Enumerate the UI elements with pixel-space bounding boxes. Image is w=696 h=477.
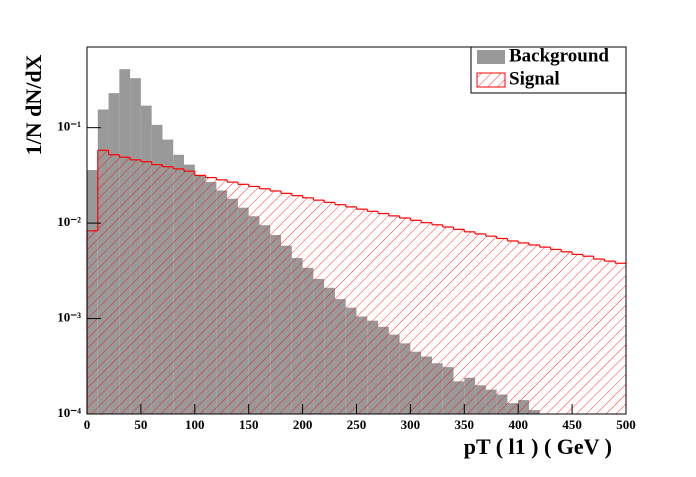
- bar: [270, 190, 282, 414]
- bar: [248, 186, 260, 414]
- bar: [281, 193, 292, 414]
- bar: [485, 236, 497, 414]
- bar: [205, 177, 217, 414]
- x-tick-label: 150: [239, 417, 259, 432]
- legend-label: Signal: [509, 68, 560, 89]
- bar: [140, 161, 152, 414]
- y-tick-label: 10⁻²: [57, 214, 81, 229]
- bar: [442, 227, 454, 414]
- y-tick-label: 10⁻¹: [57, 119, 81, 134]
- x-tick-label: 300: [401, 417, 421, 432]
- bar: [388, 215, 400, 414]
- bar: [237, 184, 249, 414]
- bar: [539, 247, 551, 414]
- bar: [227, 182, 238, 414]
- y-tick-label: 10⁻⁴: [57, 405, 81, 420]
- bar: [173, 168, 185, 414]
- x-tick-label: 200: [293, 417, 313, 432]
- bar: [582, 256, 594, 414]
- bar: [259, 188, 271, 414]
- bar: [194, 175, 206, 414]
- bar: [291, 195, 303, 414]
- bar: [162, 166, 174, 414]
- bar: [507, 240, 519, 414]
- legend-swatch: [476, 72, 506, 88]
- bar: [378, 213, 389, 414]
- x-tick-label: 500: [616, 417, 636, 432]
- bar: [421, 222, 432, 414]
- x-tick-label: 0: [84, 417, 91, 432]
- bar: [334, 204, 346, 414]
- x-tick-label: 50: [134, 417, 147, 432]
- bar: [216, 179, 228, 414]
- bar: [108, 154, 120, 414]
- bar: [119, 157, 131, 414]
- bar: [367, 211, 379, 414]
- x-tick-label: 450: [562, 417, 582, 432]
- bar: [550, 249, 562, 414]
- bar: [593, 259, 605, 414]
- bar: [464, 231, 476, 414]
- x-tick-label: 350: [455, 417, 475, 432]
- bar: [453, 229, 465, 414]
- x-tick-label: 100: [185, 417, 205, 432]
- bar: [572, 254, 583, 414]
- legend-swatch: [477, 50, 505, 64]
- plot-area: [86, 69, 626, 415]
- bar: [345, 206, 357, 414]
- x-axis-label: pT ( l1 ) ( GeV ): [464, 434, 612, 459]
- bar: [151, 164, 163, 414]
- x-tick-label: 400: [508, 417, 528, 432]
- bar: [561, 251, 573, 414]
- bar: [496, 238, 508, 414]
- bar: [324, 202, 335, 414]
- bar: [97, 150, 109, 414]
- y-axis-label: 1/N dN/dX: [21, 54, 46, 155]
- y-tick-label: 10⁻³: [57, 310, 81, 325]
- bar: [87, 230, 98, 414]
- bar: [313, 200, 325, 414]
- bar: [356, 209, 368, 414]
- bar: [518, 242, 529, 414]
- bar: [410, 220, 422, 414]
- bar: [302, 197, 314, 414]
- bar: [604, 261, 616, 414]
- bar: [528, 244, 540, 414]
- bar: [130, 159, 141, 414]
- bar: [431, 224, 443, 414]
- bar: [615, 263, 626, 414]
- bar: [399, 218, 411, 414]
- x-tick-label: 250: [347, 417, 367, 432]
- bar: [475, 233, 486, 414]
- bar: [184, 171, 195, 414]
- legend-label: Background: [509, 45, 609, 66]
